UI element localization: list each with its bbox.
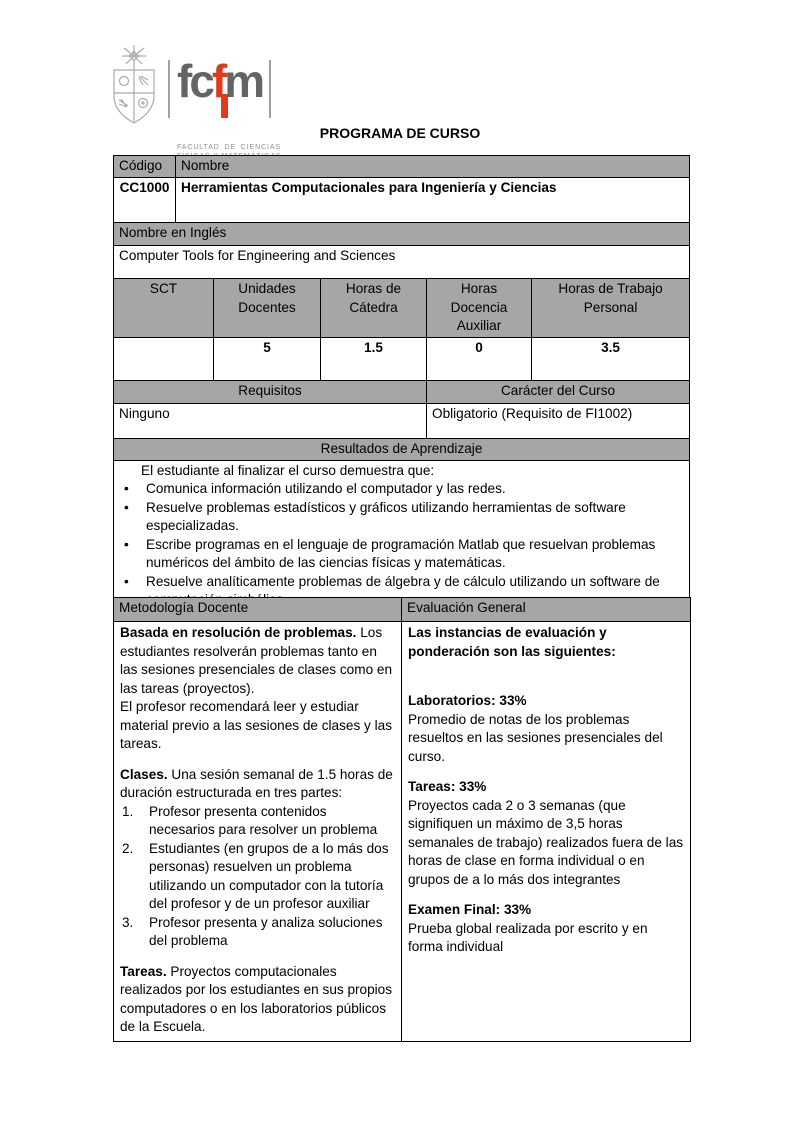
clases-lead: Clases. (120, 766, 168, 782)
row-requisitos-header: Requisitos Carácter del Curso (113, 379, 691, 404)
fcfm-logo-text: fcfm (170, 55, 269, 118)
horas-catedra-header-cell: Horas de Cátedra (320, 278, 427, 338)
evaluacion-body-cell: Las instancias de evaluación y ponderaci… (401, 621, 691, 1042)
nombre-ingles-value-cell: Computer Tools for Engineering and Scien… (112, 245, 691, 279)
caracter-value-cell: Obligatorio (Requisito de FI1002) (425, 402, 691, 439)
caracter-header-cell: Carácter del Curso (425, 379, 691, 404)
logo-right-bar (269, 60, 272, 118)
logo-caption-line: FACULTAD DE CIENCIAS (177, 144, 281, 151)
row-horas-values: 5 1.5 0 3.5 (113, 336, 691, 381)
bullet-icon: • (124, 536, 129, 552)
logo-letter-f1: f (177, 55, 192, 107)
step-number: 1. (122, 803, 134, 819)
requisitos-header-cell: Requisitos (113, 379, 427, 404)
spacer (408, 661, 684, 692)
fcfm-logo: fcfm FACULTAD DE CIENCIAS FÍSICAS Y MATE… (168, 44, 281, 170)
horas-trabajo-header-cell: Horas de Trabajo Personal (530, 278, 691, 338)
metodologia-p1-text: Los estudiantes resolverán problemas tan… (120, 625, 393, 696)
resultado-bullet-text: Resuelve problemas estadísticos y gráfic… (146, 499, 626, 534)
resultado-bullet-text: Escribe programas en el lenguaje de prog… (146, 536, 656, 571)
evaluacion-item-detalle: Promedio de notas de los problemas resue… (408, 711, 663, 764)
horas-docencia-header-cell: Horas Docencia Auxiliar (426, 278, 532, 338)
logo-letter-c: c (189, 55, 215, 107)
row-resultados-body: El estudiante al finalizar el curso demu… (112, 459, 691, 615)
step-text: Profesor presenta y analiza soluciones d… (149, 914, 383, 949)
codigo-header-cell: Código (113, 155, 176, 178)
university-shield-icon (113, 45, 155, 124)
row-nombre-ingles-header: Nombre en Inglés (112, 222, 691, 246)
evaluacion-item-detalle: Proyectos cada 2 o 3 semanas (que signif… (408, 797, 684, 887)
metodologia-p2: El profesor recomendará leer y estudiar … (120, 699, 393, 751)
metodologia-p1: Basada en resolución de problemas. Los e… (120, 624, 395, 698)
resultado-bullet-item: • Resuelve problemas estadísticos y gráf… (119, 499, 684, 536)
horas-docencia-value-cell: 0 (426, 336, 532, 381)
nombre-value-cell: Herramientas Computacionales para Ingeni… (174, 177, 691, 223)
horas-catedra-value-cell: 1.5 (320, 336, 427, 381)
tareas-text: Proyectos computacionales realizados por… (120, 963, 393, 1035)
row-horas-header: SCT Unidades Docentes Horas de Cátedra H… (113, 278, 691, 338)
clases-text: Una sesión semanal de 1.5 horas de durac… (120, 766, 393, 801)
resultado-bullet-item: • Comunica información utilizando el com… (119, 480, 684, 499)
sct-value-cell (113, 336, 214, 381)
step-text: Estudiantes (en grupos de a lo más dos p… (149, 840, 389, 912)
step-text: Profesor presenta contenidos necesarios … (149, 803, 378, 838)
metodologia-tareas: Tareas. Proyectos computacionales realiz… (120, 963, 395, 1037)
university-logo: fcfm FACULTAD DE CIENCIAS FÍSICAS Y MATE… (106, 44, 281, 170)
resultados-body-cell: El estudiante al finalizar el curso demu… (112, 459, 691, 615)
course-info-table: Código Nombre CC1000 Herramientas Comput… (112, 155, 691, 615)
metodologia-clases: Clases. Una sesión semanal de 1.5 horas … (120, 766, 395, 803)
bullet-icon: • (124, 499, 129, 515)
evaluacion-item-titulo: Laboratorios: 33% (408, 693, 527, 708)
unidades-docentes-header-cell: Unidades Docentes (213, 278, 321, 338)
spacer (408, 889, 684, 901)
row-metodologia-header: Metodología Docente Evaluación General (113, 597, 691, 622)
evaluacion-intro: Las instancias de evaluación y ponderaci… (408, 625, 616, 659)
horas-trabajo-value-cell: 3.5 (530, 336, 691, 381)
logo-left-bar (168, 60, 170, 118)
resultado-bullet-text: Comunica información utilizando el compu… (146, 481, 506, 496)
step-number: 2. (122, 840, 134, 856)
unidades-docentes-value-cell: 5 (213, 336, 321, 381)
logo-letter-f2: f (211, 55, 229, 118)
resultado-bullet-item: • Escribe programas en el lenguaje de pr… (119, 536, 684, 573)
row-codigo-nombre-values: CC1000 Herramientas Computacionales para… (113, 177, 691, 223)
bullet-icon: • (124, 481, 129, 496)
requisitos-value-cell: Ninguno (113, 402, 427, 439)
bullet-icon: • (124, 573, 129, 589)
row-requisitos-values: Ninguno Obligatorio (Requisito de FI1002… (113, 402, 691, 439)
evaluacion-header-cell: Evaluación General (401, 597, 691, 622)
metodologia-p1-lead: Basada en resolución de problemas. (120, 625, 357, 640)
clase-step-item: 2. Estudiantes (en grupos de a lo más do… (120, 840, 395, 914)
spacer (120, 951, 395, 963)
tareas-lead: Tareas. (120, 963, 167, 979)
row-resultados-header: Resultados de Aprendizaje (112, 437, 691, 461)
row-nombre-ingles-value: Computer Tools for Engineering and Scien… (112, 245, 691, 279)
logo-letter-m: m (224, 55, 265, 107)
clase-step-item: 1. Profesor presenta contenidos necesari… (120, 803, 395, 840)
metodologia-evaluacion-table: Metodología Docente Evaluación General B… (113, 597, 691, 1042)
metodologia-header-cell: Metodología Docente (113, 597, 402, 622)
spacer (408, 766, 684, 778)
nombre-ingles-header-cell: Nombre en Inglés (112, 222, 691, 246)
clase-step-item: 3. Profesor presenta y analiza solucione… (120, 914, 395, 951)
spacer (120, 754, 395, 766)
resultados-header-cell: Resultados de Aprendizaje (112, 437, 691, 461)
evaluacion-item-detalle: Prueba global realizada por escrito y en… (408, 920, 648, 955)
row-codigo-nombre-header: Código Nombre (113, 155, 691, 178)
sct-header-cell: SCT (113, 278, 214, 338)
row-metodologia-body: Basada en resolución de problemas. Los e… (113, 621, 691, 1042)
step-number: 3. (122, 914, 134, 930)
page-title: PROGRAMA DE CURSO (319, 125, 481, 141)
codigo-value-cell: CC1000 (113, 177, 176, 223)
evaluacion-item-titulo: Examen Final: 33% (408, 902, 532, 917)
nombre-header-cell: Nombre (174, 155, 691, 178)
metodologia-body-cell: Basada en resolución de problemas. Los e… (113, 621, 402, 1042)
evaluacion-item-titulo: Tareas: 33% (408, 779, 487, 794)
resultados-intro: El estudiante al finalizar el curso demu… (141, 462, 435, 478)
